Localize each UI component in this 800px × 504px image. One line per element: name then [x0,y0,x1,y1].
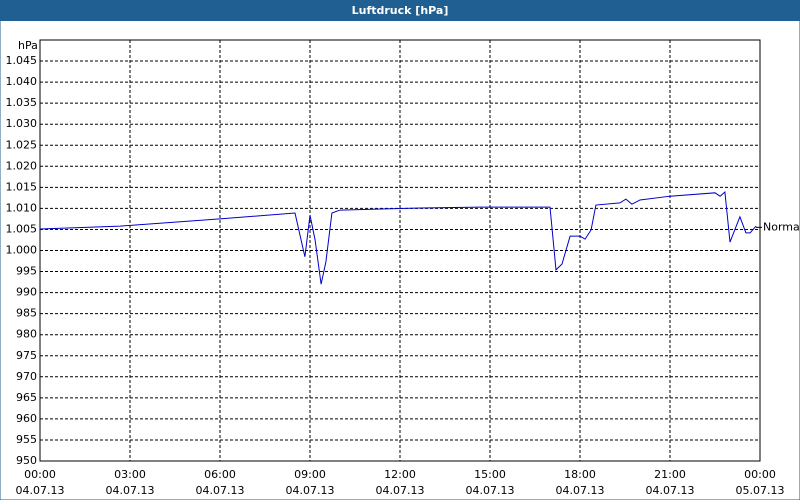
y-tick-label: 1.025 [6,138,38,151]
x-tick-label: 06:00 [204,468,236,481]
x-tick-date: 04.07.13 [466,484,515,497]
y-tick-label: 1.040 [6,75,38,88]
title-bar [0,0,800,21]
y-tick-label: 1.005 [6,222,38,235]
y-tick-label: 1.035 [6,96,38,109]
x-tick-date: 04.07.13 [16,484,65,497]
x-tick-date: 04.07.13 [376,484,425,497]
y-tick-label: 995 [16,265,37,278]
y-tick-label: 985 [16,307,37,320]
y-tick-label: 1.010 [6,201,38,214]
y-tick-label: 1.015 [6,180,38,193]
x-tick-label: 21:00 [654,468,686,481]
y-tick-label: 1.020 [6,159,38,172]
x-tick-date: 04.07.13 [556,484,605,497]
y-tick-label: 965 [16,391,37,404]
x-tick-label: 15:00 [474,468,506,481]
y-axis-label: hPa [18,39,38,52]
y-tick-label: 1.000 [6,244,38,257]
x-tick-label: 12:00 [384,468,416,481]
y-tick-label: 1.030 [6,117,38,130]
y-tick-label: 975 [16,349,37,362]
x-tick-label: 09:00 [294,468,326,481]
x-tick-label: 00:00 [24,468,56,481]
y-tick-label: 990 [16,286,37,299]
y-tick-label: 955 [16,433,37,446]
x-tick-date: 04.07.13 [646,484,695,497]
y-tick-label: 970 [16,370,37,383]
x-tick-label: 18:00 [564,468,596,481]
normal-label: Normal [763,220,800,233]
chart-title: Luftdruck [hPa] [352,4,449,17]
y-tick-label: 960 [16,412,37,425]
y-tick-label: 980 [16,328,37,341]
y-tick-label: 1.045 [6,54,38,67]
x-tick-date: 04.07.13 [196,484,245,497]
y-tick-label: 950 [16,454,37,467]
data-line [39,190,757,285]
x-tick-date: 05.07.13 [736,484,785,497]
x-tick-date: 04.07.13 [286,484,335,497]
x-tick-label: 03:00 [114,468,146,481]
x-tick-label: 00:00 [744,468,776,481]
x-tick-date: 04.07.13 [106,484,155,497]
